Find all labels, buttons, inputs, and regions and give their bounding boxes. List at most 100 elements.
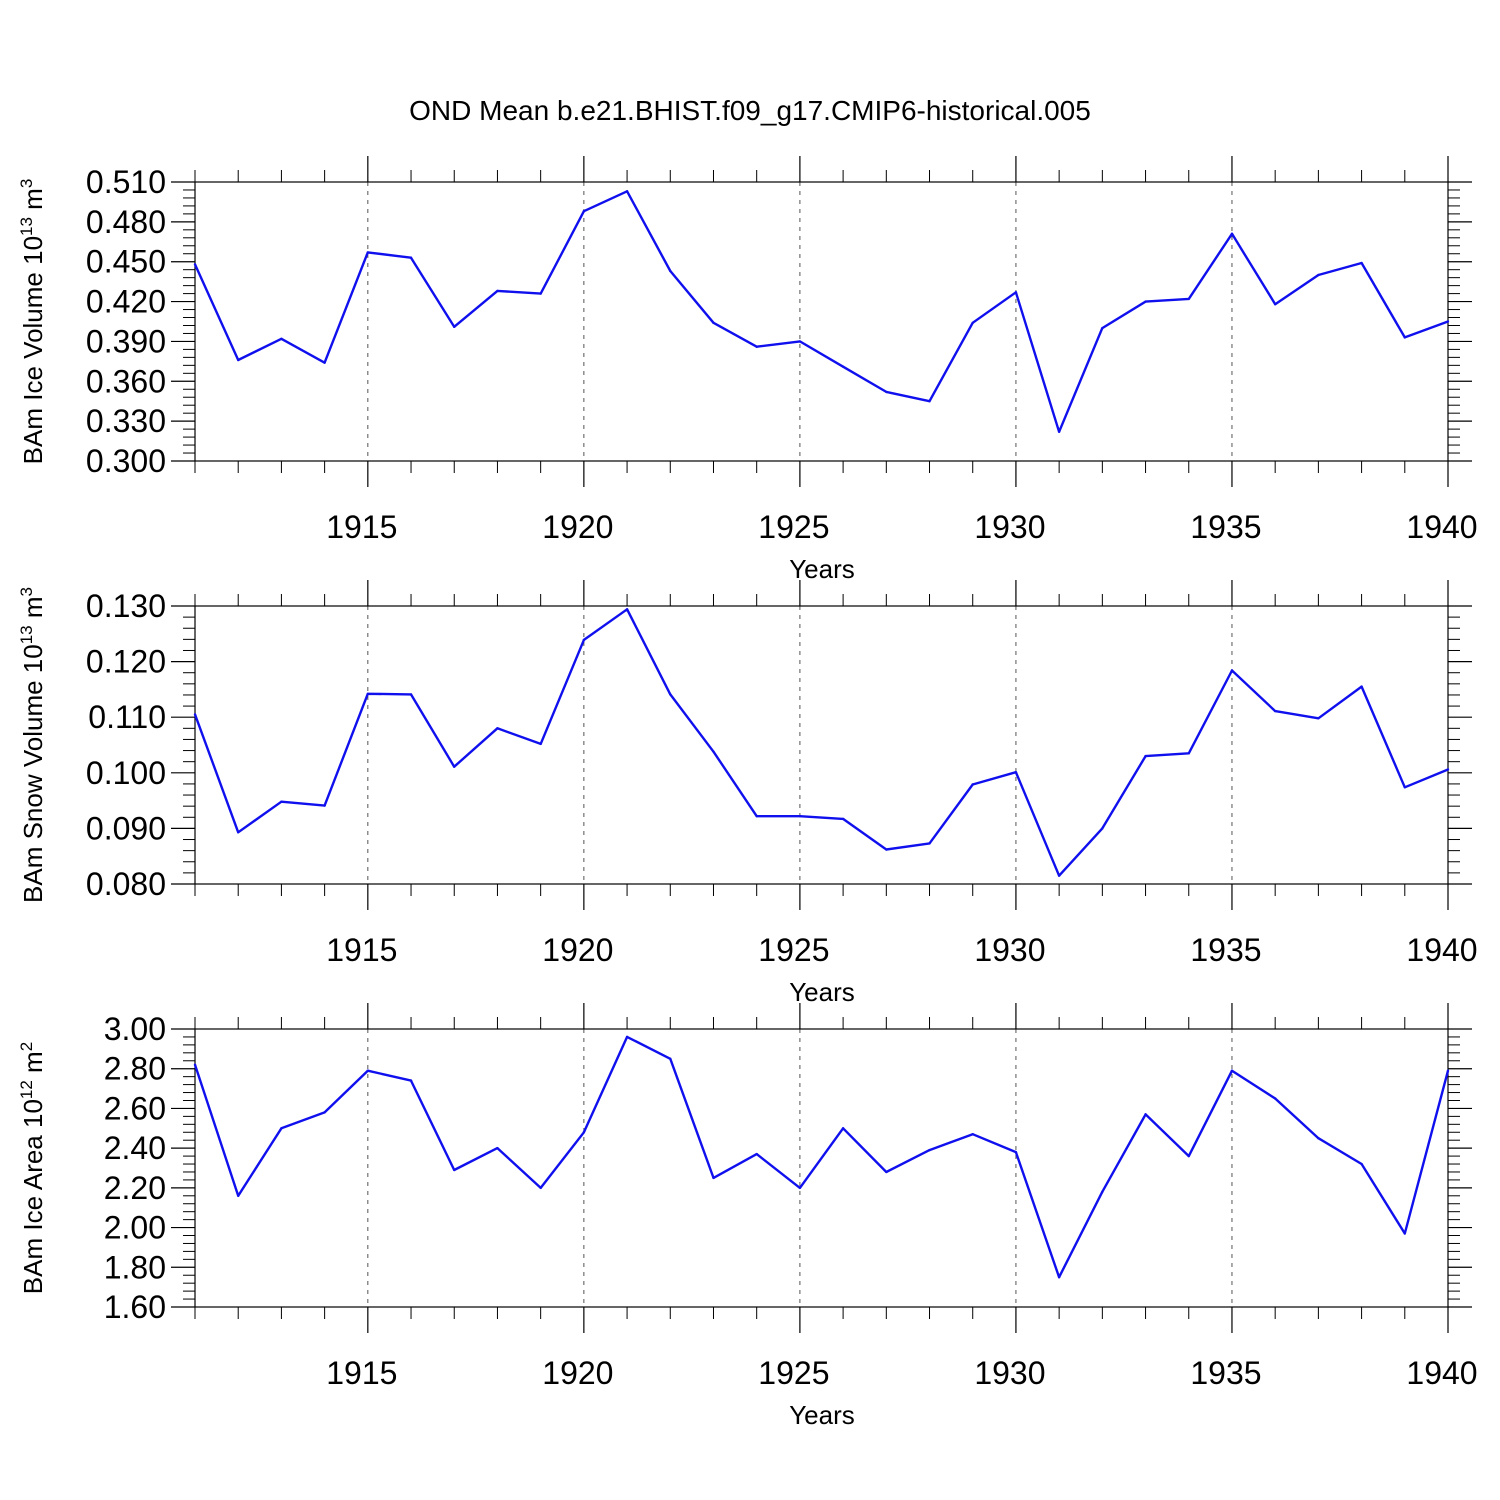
x-axis-label: Years bbox=[789, 554, 855, 584]
x-tick-label: 1930 bbox=[974, 509, 1045, 545]
data-point bbox=[193, 263, 197, 266]
y-axis-label: BAm Ice Volume 1013 m3 bbox=[17, 179, 48, 465]
y-tick-label: 0.300 bbox=[86, 443, 166, 479]
y-tick-label: 2.40 bbox=[104, 1130, 166, 1166]
x-tick-label: 1935 bbox=[1190, 1355, 1261, 1391]
data-point bbox=[712, 750, 715, 753]
data-point bbox=[928, 400, 931, 403]
y-tick-label: 0.100 bbox=[86, 755, 166, 791]
y-tick-label: 0.130 bbox=[86, 588, 166, 624]
y-tick-label: 2.80 bbox=[104, 1051, 166, 1087]
y-tick-label: 0.330 bbox=[86, 403, 166, 439]
data-point bbox=[1273, 709, 1277, 713]
data-point bbox=[323, 1111, 326, 1114]
data-point bbox=[453, 1168, 456, 1172]
data-point bbox=[280, 1127, 283, 1130]
data-point bbox=[1317, 1137, 1320, 1140]
plot-frame bbox=[194, 1028, 1449, 1308]
data-point bbox=[582, 1131, 586, 1134]
data-point bbox=[1446, 320, 1450, 323]
data-point bbox=[1360, 261, 1363, 265]
chart-title: OND Mean b.e21.BHIST.f09_g17.CMIP6-histo… bbox=[409, 95, 1091, 126]
data-point bbox=[1014, 1150, 1018, 1154]
data-point bbox=[1187, 752, 1190, 755]
y-tick-label: 2.00 bbox=[104, 1210, 166, 1246]
series-line bbox=[193, 608, 1449, 877]
data-point bbox=[885, 390, 888, 394]
data-point bbox=[885, 848, 888, 851]
data-point bbox=[193, 713, 197, 716]
x-tick-label: 1920 bbox=[542, 509, 613, 545]
y-tick-label: 3.00 bbox=[104, 1011, 166, 1047]
data-point bbox=[496, 1146, 499, 1150]
data-point bbox=[237, 831, 240, 834]
data-point bbox=[1360, 1162, 1363, 1166]
y-tick-label: 0.450 bbox=[86, 244, 166, 280]
data-point bbox=[409, 693, 413, 696]
data-point bbox=[1446, 1069, 1450, 1072]
data-point bbox=[755, 1152, 758, 1156]
data-point bbox=[280, 800, 283, 803]
data-point bbox=[669, 1057, 672, 1060]
data-point bbox=[1101, 827, 1104, 830]
data-point bbox=[1403, 1232, 1406, 1235]
data-point bbox=[971, 321, 974, 325]
data-point bbox=[928, 842, 931, 845]
data-point bbox=[625, 1035, 629, 1039]
data-point bbox=[841, 365, 845, 368]
series-line bbox=[193, 190, 1449, 433]
data-point bbox=[1014, 771, 1018, 774]
data-point bbox=[539, 1186, 542, 1190]
panel-3: 1.60 1.802.00 2.20 2.40 2.602.80 3.00 1915 1920… bbox=[17, 1003, 1478, 1430]
y-tick-label: 0.120 bbox=[86, 644, 166, 680]
data-point bbox=[582, 638, 586, 642]
x-tick-label: 1940 bbox=[1406, 932, 1477, 968]
data-point bbox=[1014, 291, 1018, 294]
data-point bbox=[798, 340, 802, 343]
x-tick-label: 1920 bbox=[542, 1355, 613, 1391]
x-tick-label: 1940 bbox=[1406, 509, 1477, 545]
y-tick-label: 0.510 bbox=[86, 164, 166, 200]
x-tick-label: 1925 bbox=[758, 509, 829, 545]
data-point bbox=[841, 817, 845, 821]
data-point bbox=[669, 269, 672, 273]
x-tick-label: 1920 bbox=[542, 932, 613, 968]
x-tick-label: 1915 bbox=[326, 932, 397, 968]
y-tick-label: 0.390 bbox=[86, 323, 166, 359]
x-axis-label: Years bbox=[789, 1400, 855, 1430]
y-tick-label: 0.090 bbox=[86, 810, 166, 846]
data-point bbox=[453, 765, 456, 768]
data-point bbox=[885, 1170, 888, 1174]
y-tick-label: 0.110 bbox=[88, 699, 166, 735]
data-point bbox=[1230, 669, 1234, 672]
data-point bbox=[1144, 754, 1147, 758]
y-axis-label: BAm Ice Area 1012 m2 bbox=[17, 1042, 48, 1294]
x-tick-label: 1915 bbox=[326, 1355, 397, 1391]
data-point bbox=[366, 692, 370, 696]
data-point bbox=[669, 693, 672, 696]
data-point bbox=[971, 1133, 974, 1136]
y-tick-label: 2.20 bbox=[104, 1170, 166, 1206]
data-point bbox=[1057, 430, 1061, 433]
data-point bbox=[237, 1194, 240, 1198]
y-tick-label: 0.420 bbox=[86, 284, 166, 320]
data-point bbox=[280, 337, 283, 340]
plot-frame bbox=[194, 605, 1449, 885]
data-point bbox=[366, 1069, 370, 1072]
data-point bbox=[1144, 1113, 1147, 1116]
data-point bbox=[1273, 303, 1277, 306]
data-point bbox=[323, 361, 326, 364]
data-point bbox=[1187, 297, 1190, 301]
data-point bbox=[1360, 685, 1363, 688]
data-point bbox=[1057, 874, 1061, 877]
data-point bbox=[496, 727, 499, 730]
x-tick-label: 1935 bbox=[1190, 509, 1261, 545]
data-point bbox=[1230, 232, 1234, 236]
data-point bbox=[971, 783, 974, 786]
data-point bbox=[1230, 1069, 1234, 1072]
data-point bbox=[453, 325, 456, 329]
x-tick-label: 1940 bbox=[1406, 1355, 1477, 1391]
data-point bbox=[712, 321, 715, 325]
